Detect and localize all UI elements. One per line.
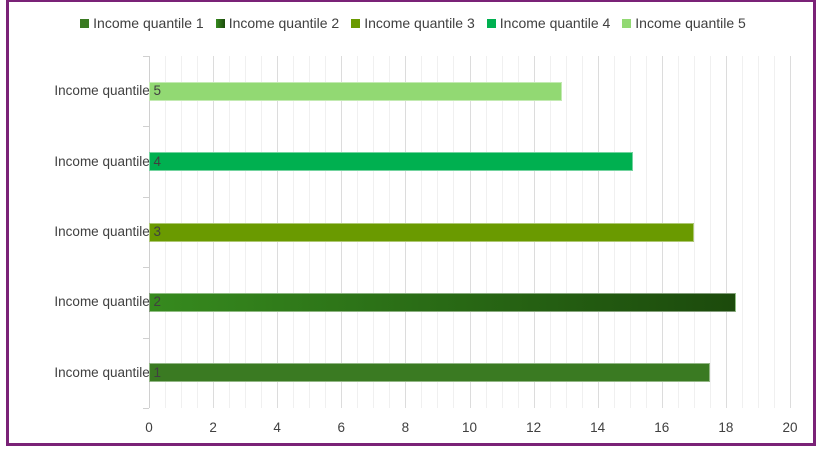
bar-income-quantile-1 xyxy=(149,363,710,382)
bar-income-quantile-2 xyxy=(149,293,736,312)
legend-swatch-icon xyxy=(486,18,496,28)
minor-gridline xyxy=(774,56,775,408)
x-axis-tick-label: 20 xyxy=(782,420,798,435)
y-axis-label: Income quantile 5 xyxy=(54,83,161,99)
legend-label: Income quantile 1 xyxy=(93,15,204,31)
legend-swatch-icon xyxy=(351,18,361,28)
x-axis-tick-label: 8 xyxy=(401,420,410,435)
y-axis-label: Income quantile 1 xyxy=(54,364,161,380)
x-axis-tick-label: 0 xyxy=(145,420,153,435)
legend-swatch-icon xyxy=(622,18,632,28)
legend-item-q2: Income quantile 2 xyxy=(215,13,340,33)
x-axis-tick-label: 6 xyxy=(337,420,346,435)
y-axis-tick xyxy=(143,338,149,339)
legend-label: Income quantile 3 xyxy=(364,15,475,31)
y-axis-tick xyxy=(143,56,149,57)
legend-item-q3: Income quantile 3 xyxy=(351,13,475,33)
bar-income-quantile-5 xyxy=(149,82,562,101)
legend-item-q5: Income quantile 5 xyxy=(622,13,746,33)
y-axis-tick xyxy=(143,408,149,409)
legend-item-q1: Income quantile 1 xyxy=(80,13,204,33)
x-axis-tick-label: 2 xyxy=(209,420,217,435)
minor-gridline xyxy=(710,56,711,408)
bar-income-quantile-4 xyxy=(149,152,633,171)
legend-item-q4: Income quantile 4 xyxy=(486,13,611,33)
y-axis-tick xyxy=(143,197,149,198)
x-axis-tick-label: 10 xyxy=(461,420,478,435)
x-axis-tick-label: 4 xyxy=(273,420,281,435)
y-axis-label: Income quantile 4 xyxy=(54,153,161,169)
y-axis-label: Income quantile 3 xyxy=(54,224,161,239)
minor-gridline xyxy=(742,56,743,408)
minor-gridline xyxy=(694,56,695,408)
y-axis-label: Income quantile 2 xyxy=(54,294,161,310)
x-axis-tick-label: 14 xyxy=(590,420,606,435)
y-axis-tick xyxy=(143,267,149,268)
legend-label: Income quantile 2 xyxy=(228,15,340,31)
legend-swatch-icon xyxy=(80,18,90,28)
legend-label: Income quantile 4 xyxy=(499,15,611,31)
legend-label: Income quantile 5 xyxy=(635,15,746,31)
plot-area xyxy=(143,56,791,409)
major-gridline xyxy=(790,56,791,408)
x-axis-tick-label: 18 xyxy=(718,420,734,435)
x-axis-tick-label: 16 xyxy=(654,420,670,435)
minor-gridline xyxy=(758,56,759,408)
x-axis-tick-label: 12 xyxy=(526,420,542,435)
major-gridline xyxy=(726,56,727,408)
bar-income-quantile-3 xyxy=(149,223,694,242)
legend-swatch-icon xyxy=(215,18,225,28)
y-axis-tick xyxy=(143,126,149,127)
chart-legend: Income quantile 1 Income quantile 2 Inco… xyxy=(0,13,826,33)
